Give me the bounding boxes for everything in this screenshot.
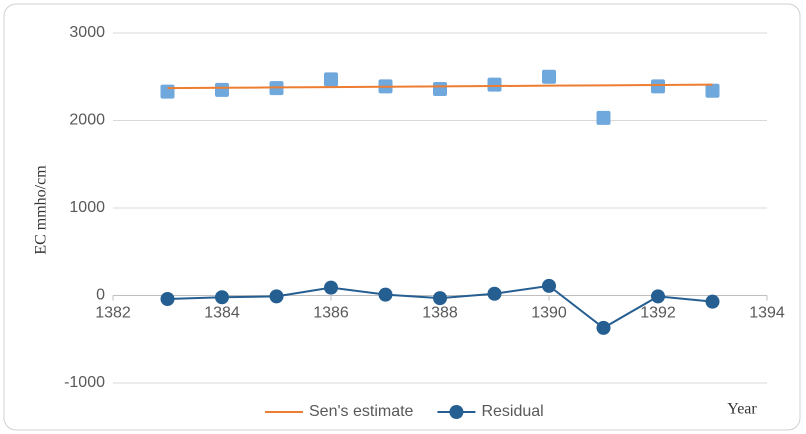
- series-line: [167, 83, 713, 90]
- x-tick-label: 1384: [204, 305, 240, 322]
- y-tick-label: 1000: [69, 199, 105, 216]
- marker: [705, 294, 720, 309]
- marker: [651, 289, 665, 304]
- x-tick-label: 1392: [640, 305, 676, 322]
- marker: [705, 83, 720, 98]
- marker: [596, 320, 611, 335]
- y-axis-title: EC mmho/cm: [33, 165, 50, 255]
- marker: [487, 286, 502, 301]
- marker: [324, 72, 338, 87]
- y-tick-label: -1000: [64, 374, 105, 391]
- legend-label: Sen's estimate: [309, 403, 414, 420]
- x-tick-label: 1382: [95, 305, 131, 322]
- marker: [160, 292, 175, 306]
- x-tick-label: 1386: [313, 305, 349, 322]
- y-tick-label: 0: [96, 287, 105, 304]
- marker: [542, 278, 556, 293]
- marker: [160, 84, 175, 99]
- marker: [651, 79, 665, 94]
- x-axis-title: Year: [727, 401, 757, 418]
- marker: [596, 110, 611, 125]
- marker: [433, 291, 447, 306]
- marker: [215, 82, 229, 97]
- y-tick-label: 2000: [69, 112, 105, 129]
- marker: [324, 280, 338, 295]
- y-tick-label: 3000: [69, 24, 105, 41]
- legend-marker: [449, 405, 464, 419]
- marker: [215, 290, 229, 305]
- marker: [269, 289, 284, 304]
- marker: [433, 82, 447, 96]
- marker: [542, 69, 556, 84]
- marker: [378, 287, 393, 302]
- x-tick-label: 1388: [422, 305, 458, 322]
- legend-label: Residual: [481, 403, 543, 420]
- marker: [487, 77, 502, 92]
- x-tick-label: 1394: [749, 305, 785, 322]
- chart-frame: [3, 3, 801, 431]
- x-tick-label: 1390: [531, 305, 567, 322]
